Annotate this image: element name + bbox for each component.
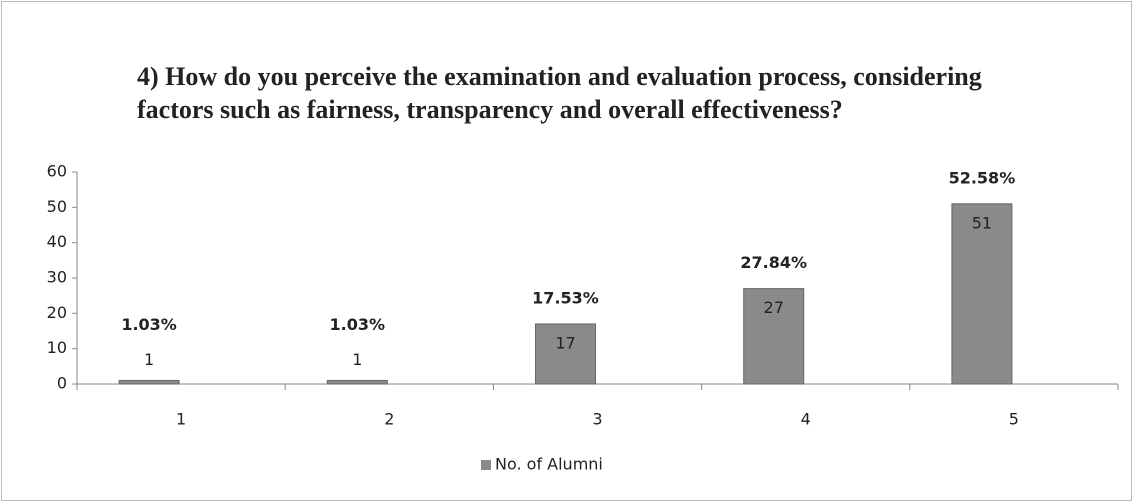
data-label: 1 bbox=[144, 350, 154, 369]
x-tick-label: 1 bbox=[176, 410, 186, 429]
x-tick-label: 3 bbox=[592, 410, 602, 429]
y-tick-label: 10 bbox=[47, 338, 67, 357]
bar bbox=[743, 288, 805, 385]
percent-label: 27.84% bbox=[740, 253, 807, 272]
bar bbox=[326, 379, 388, 385]
x-tick-label: 5 bbox=[1009, 410, 1019, 429]
bar bbox=[535, 323, 596, 385]
bar bbox=[951, 203, 1013, 385]
data-label: 51 bbox=[972, 213, 992, 232]
y-tick-label: 0 bbox=[57, 374, 67, 393]
x-tick-label: 4 bbox=[801, 410, 811, 429]
chart-title: 4) How do you perceive the examination a… bbox=[137, 62, 982, 124]
y-tick-label: 20 bbox=[47, 303, 67, 322]
legend-label: No. of Alumni bbox=[495, 455, 603, 474]
percent-label: 17.53% bbox=[532, 288, 599, 307]
y-tick-label: 40 bbox=[47, 232, 67, 251]
y-tick-label: 60 bbox=[47, 162, 67, 181]
y-tick-label: 50 bbox=[47, 197, 67, 216]
y-tick-label: 30 bbox=[47, 268, 67, 287]
percent-label: 1.03% bbox=[121, 315, 177, 334]
data-label: 17 bbox=[555, 333, 575, 352]
percent-label: 52.58% bbox=[949, 168, 1016, 187]
x-tick-label: 2 bbox=[384, 410, 394, 429]
data-label: 1 bbox=[352, 350, 362, 369]
data-label: 27 bbox=[764, 298, 784, 317]
percent-label: 1.03% bbox=[330, 315, 386, 334]
legend-swatch bbox=[481, 460, 491, 470]
bar bbox=[118, 379, 180, 385]
